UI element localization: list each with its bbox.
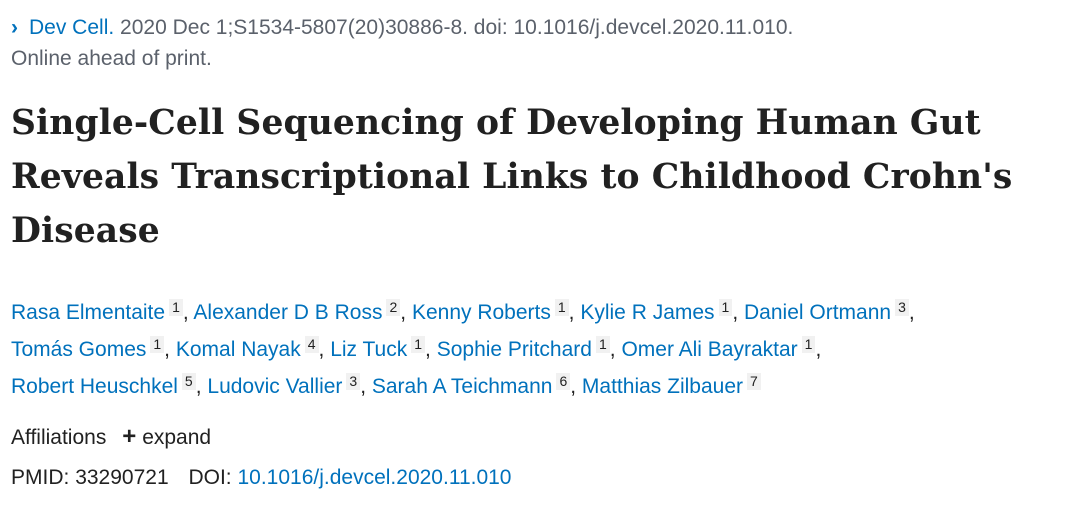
affiliation-number[interactable]: 7 [747,373,761,390]
article-header: › Dev Cell. 2020 Dec 1;S1534-5807(20)3088… [11,12,1071,494]
author-separator: , [195,375,208,398]
author-link[interactable]: Ludovic Vallier [207,375,343,398]
doi-link[interactable]: 10.1016/j.devcel.2020.11.010 [237,466,512,489]
author-link[interactable]: Omer Ali Bayraktar [621,338,798,361]
author-separator: , [908,301,915,324]
affiliation-number[interactable]: 3 [346,373,361,390]
affiliations-label: Affiliations [11,426,107,449]
affiliation-number[interactable]: 1 [718,299,733,316]
article-title: Single-Cell Sequencing of Developing Hum… [11,103,1013,251]
author-separator: , [360,375,372,398]
affiliation-number[interactable]: 6 [556,373,571,390]
affiliation-number[interactable]: 2 [386,299,401,316]
author-link[interactable]: Kylie R James [580,301,715,324]
chevron-right-icon[interactable]: › [11,16,18,39]
affiliation-number[interactable]: 1 [554,299,569,316]
affiliation-number[interactable]: 1 [150,336,165,353]
identifiers-row: PMID: 33290721 DOI: 10.1016/j.devcel.202… [11,462,1071,494]
author-link[interactable]: Matthias Zilbauer [581,375,743,398]
author-separator: , [164,338,176,361]
plus-icon: + [122,423,137,450]
author-separator: , [425,338,437,361]
affiliation-number[interactable]: 5 [181,373,196,390]
author-link[interactable]: Kenny Roberts [411,301,551,324]
author-link[interactable]: Sophie Pritchard [436,338,592,361]
author-separator: , [609,338,622,361]
pmid-value: 33290721 [75,466,169,489]
journal-link[interactable]: Dev Cell. [29,16,115,39]
author-link[interactable]: Daniel Ortmann [744,301,892,324]
author-link[interactable]: Rasa Elmentaite [11,301,166,324]
affiliations-row: Affiliations + expand [11,419,1071,456]
citation-line: › Dev Cell. 2020 Dec 1;S1534-5807(20)3088… [11,12,1071,44]
authors-list: Rasa Elmentaite 1, Alexander D B Ross 2, K… [11,294,1071,405]
author-link[interactable]: Alexander D B Ross [193,301,383,324]
affiliation-number[interactable]: 1 [801,336,816,353]
affiliations-expand-button[interactable]: + expand [122,419,211,456]
author-link[interactable]: Tomás Gomes [11,338,147,361]
affiliation-number[interactable]: 1 [169,299,183,316]
author-separator: , [400,301,412,324]
affiliation-number[interactable]: 3 [895,299,909,316]
affiliation-number[interactable]: 4 [304,336,319,353]
author-link[interactable]: Komal Nayak [175,338,301,361]
pmid-label: PMID: [11,466,70,489]
publication-status: Online ahead of print. [11,47,212,70]
doi-label: DOI: [188,466,232,489]
author-link[interactable]: Sarah A Teichmann [371,375,553,398]
citation-details: 2020 Dec 1;S1534-5807(20)30886-8. doi: 1… [120,16,794,39]
author-separator: , [815,338,822,361]
author-separator: , [732,301,745,324]
affiliation-number[interactable]: 1 [595,336,610,353]
affiliation-number[interactable]: 1 [411,336,426,353]
author-separator: , [318,338,331,361]
author-separator: , [568,301,581,324]
author-link[interactable]: Liz Tuck [330,338,408,361]
author-link[interactable]: Robert Heuschkel [11,375,178,398]
author-separator: , [182,301,194,324]
author-separator: , [570,375,582,398]
expand-label: expand [142,426,212,449]
